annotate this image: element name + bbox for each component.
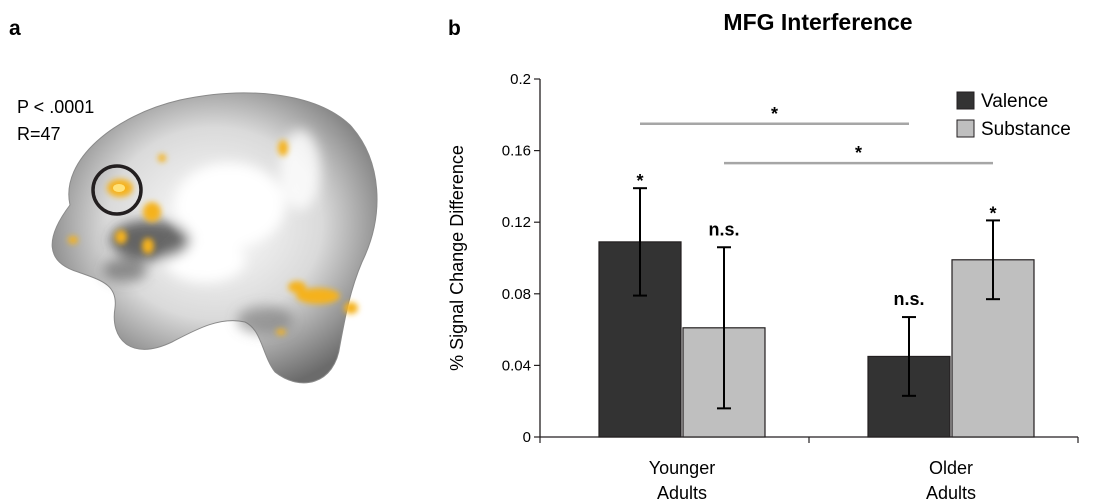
y-tick-label: 0.12 [502,214,531,231]
legend-swatch [956,91,975,110]
brain-sagittal-slice [51,92,378,384]
legend-label: Valence [981,91,1048,112]
x-category-label: Older [929,458,973,478]
y-tick-label: 0 [523,429,531,446]
x-category-label: Adults [657,483,707,503]
significance-marker: n.s. [893,289,924,309]
y-axis-label: % Signal Change Difference [447,145,467,371]
chart-title: MFG Interference [723,9,912,35]
legend-swatch [956,119,975,138]
y-tick-label: 0.2 [510,71,531,88]
panel-a-label: a [9,17,21,40]
bar-chart: 0 0.04 0.08 0.12 0.16 0.2 % Signal Change Diff… [447,71,1079,503]
panel-b-label: b [448,17,461,40]
region-text: R=47 [17,124,61,144]
x-category-label: Adults [926,483,976,503]
threshold-text: P < .0001 [17,97,94,117]
significance-marker: * [989,203,996,223]
comparison-marker: * [771,104,778,124]
x-category-label: Younger [649,458,715,478]
y-tick-label: 0.08 [502,286,531,303]
significance-marker: n.s. [708,219,739,239]
significance-marker: * [636,171,643,191]
roi-circle [91,164,143,216]
y-tick-label: 0.16 [502,143,531,160]
legend-label: Substance [981,119,1071,140]
comparison-marker: * [855,143,862,163]
y-tick-label: 0.04 [502,357,531,374]
